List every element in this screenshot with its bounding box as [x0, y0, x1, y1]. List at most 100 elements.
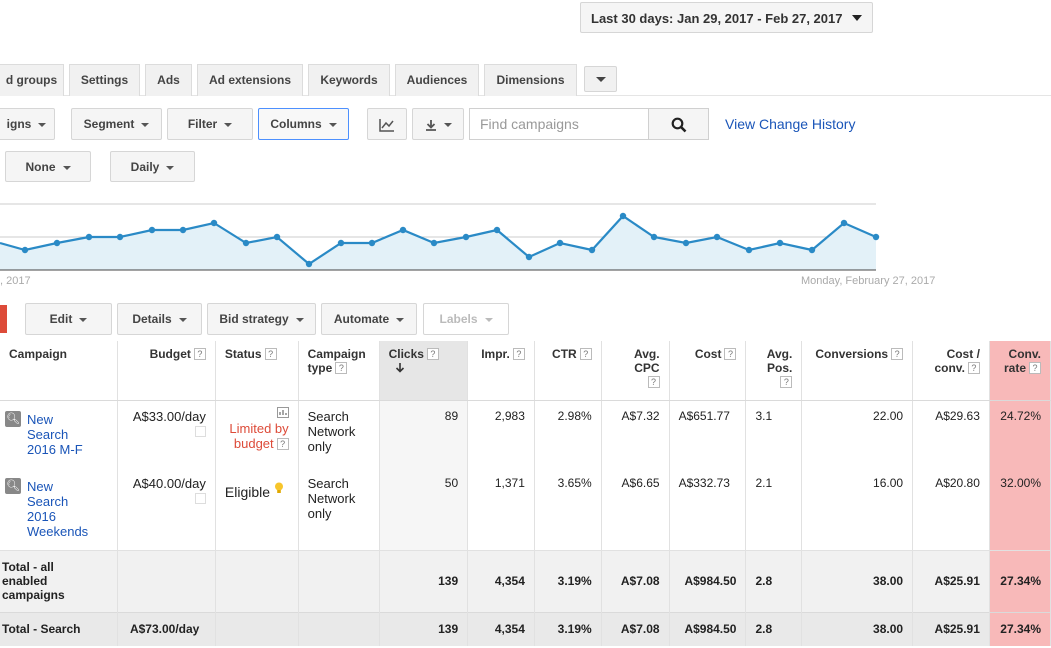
- chart-point[interactable]: [872, 233, 880, 241]
- help-icon[interactable]: ?: [891, 348, 904, 360]
- budget-cell[interactable]: A$33.00/day: [117, 400, 216, 468]
- bid-strategy-dropdown[interactable]: Bid strategy: [207, 303, 316, 335]
- chart-point[interactable]: [776, 239, 784, 247]
- bar-chart-icon[interactable]: [276, 406, 289, 418]
- details-dropdown[interactable]: Details: [117, 303, 202, 335]
- col-header-cost[interactable]: Cost?: [669, 341, 747, 401]
- chart-point[interactable]: [21, 246, 29, 254]
- col-header-campaign[interactable]: Campaign: [0, 341, 118, 401]
- edit-budget-icon[interactable]: [194, 493, 206, 504]
- chart-point[interactable]: [305, 260, 313, 268]
- chart-point[interactable]: [368, 239, 376, 247]
- help-icon[interactable]: ?: [335, 362, 348, 374]
- chart-point[interactable]: [273, 233, 281, 241]
- chart-point[interactable]: [588, 246, 596, 254]
- help-icon[interactable]: ?: [780, 376, 793, 388]
- help-icon[interactable]: ?: [426, 348, 439, 360]
- chart-point[interactable]: [556, 239, 564, 247]
- chart-point[interactable]: [682, 239, 690, 247]
- filter-dropdown[interactable]: Filter: [167, 108, 253, 140]
- header-label: rate: [1003, 361, 1026, 375]
- col-header-status[interactable]: Status?: [215, 341, 299, 401]
- budget-cell[interactable]: A$40.00/day: [117, 468, 216, 550]
- tabs-more-button[interactable]: [584, 66, 617, 92]
- performance-chart: [0, 203, 880, 271]
- tab-ad-extensions[interactable]: Ad extensions: [197, 64, 303, 96]
- cost-cell: A$332.73: [669, 468, 747, 550]
- tab-ads[interactable]: Ads: [145, 64, 192, 96]
- chart-point[interactable]: [210, 219, 218, 227]
- tab-settings[interactable]: Settings: [69, 64, 140, 96]
- chevron-down-icon: [79, 317, 88, 322]
- ctr-cell: 3.19%: [534, 611, 602, 646]
- chart-point[interactable]: [462, 233, 470, 241]
- chart-point[interactable]: [525, 253, 533, 261]
- col-header-budget[interactable]: Budget?: [117, 341, 216, 401]
- download-button[interactable]: [412, 108, 464, 140]
- campaign-name-link[interactable]: New Search 2016 Weekends: [27, 479, 88, 539]
- campaigns-dropdown[interactable]: igns: [0, 108, 55, 140]
- col-header-ctr[interactable]: CTR?: [534, 341, 602, 401]
- chart-point[interactable]: [650, 233, 658, 241]
- edit-budget-icon[interactable]: [194, 425, 206, 437]
- help-icon[interactable]: ?: [724, 348, 737, 360]
- toggle-chart-button[interactable]: [367, 108, 407, 140]
- magnifier-icon[interactable]: 🔍︎: [5, 410, 21, 427]
- magnifier-icon[interactable]: 🔍︎: [5, 478, 21, 494]
- total-label-line: Total - all: [2, 560, 54, 574]
- tab-audiences[interactable]: Audiences: [395, 64, 479, 96]
- lightbulb-icon[interactable]: [274, 482, 284, 495]
- chart-point[interactable]: [840, 219, 848, 227]
- edit-dropdown[interactable]: Edit: [25, 303, 112, 335]
- help-icon[interactable]: ?: [264, 348, 277, 360]
- search-input[interactable]: Find campaigns: [469, 108, 649, 140]
- columns-label: Columns: [270, 117, 322, 131]
- new-campaign-button-edge[interactable]: [0, 305, 7, 333]
- chart-point[interactable]: [493, 226, 501, 234]
- view-change-history-link[interactable]: View Change History: [725, 116, 856, 132]
- chart-point[interactable]: [116, 233, 124, 241]
- chart-point[interactable]: [53, 239, 61, 247]
- chart-point[interactable]: [808, 246, 816, 254]
- chart-point[interactable]: [148, 226, 156, 234]
- campaign-name-link[interactable]: New Search 2016 M-F: [27, 412, 83, 457]
- col-header-avg-cpc[interactable]: Avg. CPC?: [601, 341, 670, 401]
- col-header-avg-pos[interactable]: Avg. Pos.?: [745, 341, 803, 401]
- col-header-clicks[interactable]: Clicks?: [379, 341, 469, 401]
- chart-point[interactable]: [179, 226, 187, 234]
- date-range-picker[interactable]: Last 30 days: Jan 29, 2017 - Feb 27, 201…: [580, 2, 873, 33]
- help-icon[interactable]: ?: [967, 362, 980, 374]
- tab-keywords[interactable]: Keywords: [308, 64, 390, 96]
- table-header-row: Campaign Budget? Status? Campaign type? C…: [0, 341, 1051, 401]
- help-icon[interactable]: ?: [512, 348, 525, 360]
- segment-dropdown[interactable]: Segment: [71, 108, 162, 140]
- automate-dropdown[interactable]: Automate: [321, 303, 417, 335]
- col-header-conv-rate[interactable]: Conv. rate?: [988, 341, 1051, 401]
- chart-point[interactable]: [337, 239, 345, 247]
- tab-dimensions[interactable]: Dimensions: [484, 64, 577, 96]
- chart-point[interactable]: [430, 239, 438, 247]
- chart-point[interactable]: [713, 233, 721, 241]
- search-button[interactable]: [648, 108, 709, 140]
- col-header-impr[interactable]: Impr.?: [467, 341, 535, 401]
- chart-point[interactable]: [85, 233, 93, 241]
- help-icon[interactable]: ?: [276, 437, 289, 450]
- compare-none-dropdown[interactable]: None: [5, 151, 91, 182]
- chart-point[interactable]: [619, 212, 627, 220]
- col-header-conversions[interactable]: Conversions?: [801, 341, 914, 401]
- details-label: Details: [132, 312, 172, 326]
- help-icon[interactable]: ?: [1029, 362, 1041, 374]
- chart-point[interactable]: [399, 226, 407, 234]
- tab-ad-groups[interactable]: d groups: [0, 64, 64, 96]
- chart-point[interactable]: [745, 246, 753, 254]
- help-icon[interactable]: ?: [579, 348, 592, 360]
- col-header-cost-per-conv[interactable]: Cost / conv.?: [912, 341, 990, 401]
- help-icon[interactable]: ?: [193, 348, 206, 360]
- chart-point[interactable]: [242, 239, 250, 247]
- col-header-campaign-type[interactable]: Campaign type?: [298, 341, 380, 401]
- help-icon[interactable]: ?: [647, 376, 660, 388]
- daily-dropdown[interactable]: Daily: [110, 151, 195, 182]
- chevron-down-icon: [38, 122, 47, 127]
- type-line: only: [307, 506, 332, 521]
- columns-dropdown[interactable]: Columns: [258, 108, 349, 140]
